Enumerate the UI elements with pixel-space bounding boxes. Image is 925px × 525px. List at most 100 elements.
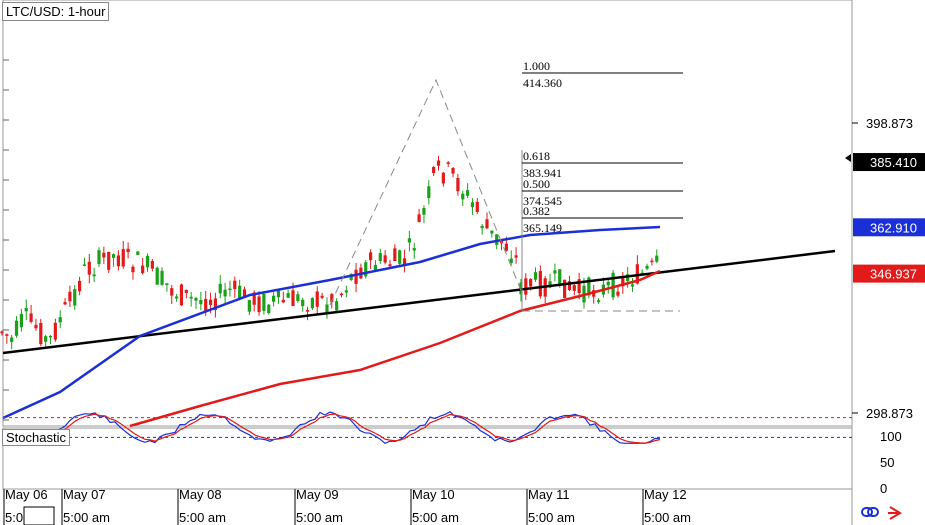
x-date-label: May 06 — [5, 487, 48, 502]
candle-body — [281, 299, 285, 303]
candle-body — [495, 234, 499, 245]
fib-zigzag — [329, 78, 523, 306]
candle-body — [73, 289, 77, 306]
candle-body — [97, 250, 101, 264]
candle-body — [645, 265, 649, 269]
time-cursor-box — [23, 506, 55, 525]
candle-body — [373, 264, 378, 271]
candle-body — [24, 307, 28, 312]
trendline — [2, 249, 836, 355]
toolbar-icons — [861, 506, 902, 520]
candle-body — [621, 277, 625, 287]
candle-body — [310, 298, 314, 309]
candle-body — [630, 284, 635, 287]
x-time-label: 5:00 am — [412, 510, 459, 525]
candle-body — [63, 302, 67, 305]
candle-body — [563, 279, 567, 299]
candle-body — [466, 190, 470, 196]
candle-body — [53, 322, 57, 340]
candle-body — [257, 296, 261, 313]
stoch-d-line — [4, 413, 661, 444]
candle-body — [276, 289, 281, 298]
candle-body — [131, 266, 135, 273]
candle-body — [461, 193, 465, 200]
x-time-label: 5:00 am — [528, 510, 575, 525]
candle-body — [238, 285, 242, 299]
candle-body — [233, 280, 237, 289]
candle-body — [68, 291, 72, 302]
candle-body — [111, 254, 116, 258]
candle-body — [451, 167, 455, 174]
arrow-icon[interactable] — [888, 506, 902, 520]
x-time-label: 5:00 am — [296, 510, 343, 525]
candle-body — [490, 230, 494, 234]
candle-body — [179, 284, 184, 306]
candle-body — [14, 320, 19, 336]
fib-ratio-label: 0.500 — [523, 177, 550, 191]
sma200-line — [129, 269, 661, 428]
candle-body — [480, 225, 484, 229]
candle-body — [572, 285, 576, 291]
candle-body — [417, 214, 421, 222]
stoch-k-line — [4, 410, 661, 444]
candle-body — [558, 269, 562, 287]
candle-body — [267, 304, 271, 314]
x-time-label: 5:00 am — [63, 510, 110, 525]
candle-body — [208, 299, 213, 305]
candle-body — [228, 288, 232, 291]
candle-body — [262, 293, 266, 311]
candle-body — [286, 293, 290, 298]
candle-body — [485, 219, 489, 229]
candle-body — [567, 281, 572, 291]
candle-body — [126, 248, 130, 253]
candle-body — [247, 300, 251, 312]
candle-body — [116, 255, 120, 267]
candle-body — [606, 281, 610, 286]
stoch-tick-label: 0 — [880, 481, 887, 496]
candle-body — [213, 298, 217, 311]
candle-body — [218, 283, 222, 294]
candle-body — [272, 295, 276, 302]
price-axis-ticks — [3, 59, 9, 421]
sma200-tag-label: 346.937 — [870, 267, 917, 282]
stochastic-group — [3, 410, 852, 444]
candle-body — [301, 299, 305, 307]
candle-body — [587, 277, 591, 296]
indicator-lines — [2, 225, 836, 428]
link-icon[interactable] — [861, 507, 879, 517]
candle-body — [78, 280, 82, 292]
candle-body — [596, 300, 601, 303]
candle-body — [5, 334, 9, 336]
candle-body — [184, 289, 188, 293]
candle-body — [378, 253, 382, 262]
candle-body — [141, 265, 145, 274]
candle-body — [160, 270, 164, 285]
sma100-line — [2, 225, 661, 420]
fib-ratio-label: 0.382 — [523, 204, 550, 218]
sma200-tag — [853, 264, 925, 283]
x-time-label: 5:00 am — [179, 510, 226, 525]
x-date-label: May 09 — [296, 487, 339, 502]
candle-body — [305, 310, 310, 312]
candle-body — [189, 296, 193, 299]
candle-body — [252, 292, 256, 305]
x-date-label: May 10 — [412, 487, 455, 502]
current-price-marker — [845, 154, 851, 162]
candle-body — [107, 251, 111, 270]
candle-body — [432, 167, 436, 174]
x-date-label: May 12 — [644, 487, 687, 502]
candle-body — [0, 331, 4, 334]
candle-body — [398, 250, 402, 264]
candles-group — [0, 156, 659, 350]
fib-price-label: 374.545 — [523, 194, 562, 208]
stoch-tick-label: 50 — [880, 455, 894, 470]
candle-body — [383, 255, 387, 263]
candle-body — [422, 207, 426, 215]
candle-body — [155, 267, 159, 285]
candle-body — [199, 299, 203, 305]
candle-body — [475, 201, 479, 213]
chart-title: LTC/USD: 1-hour — [2, 2, 110, 21]
candle-body — [393, 248, 397, 262]
candle-body — [175, 296, 179, 299]
candle-body — [402, 258, 407, 265]
